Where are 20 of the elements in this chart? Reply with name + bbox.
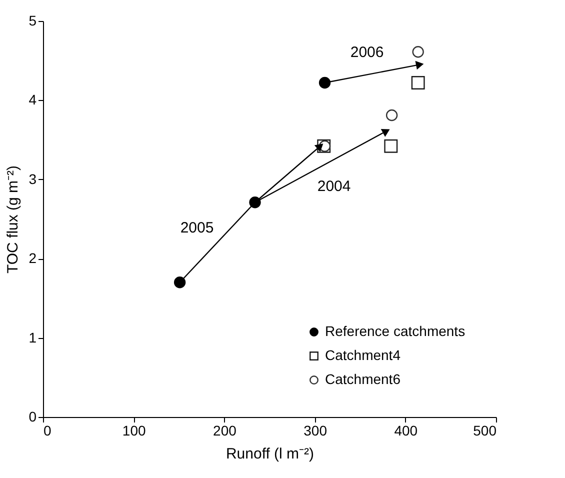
x-tick-label: 200 (213, 422, 237, 438)
y-tick-label: 0 (28, 408, 37, 424)
legend-label: Catchment4 (325, 347, 401, 363)
y-tick-label: 5 (28, 12, 37, 28)
annotation: 2004 (317, 178, 351, 196)
y-tick-label: 1 (28, 329, 37, 346)
legend-label: Reference catchments (325, 323, 466, 339)
x-tick-label: 300 (304, 422, 328, 438)
y-tick-label: 3 (28, 170, 37, 187)
y-tick-label: 2 (28, 250, 37, 266)
x-tick-label: 0 (44, 422, 52, 438)
y-tick-label: 4 (28, 92, 37, 108)
annotation: 2005 (180, 219, 214, 236)
legend-label: Catchment6 (325, 371, 401, 387)
x-tick-label: 400 (394, 422, 418, 438)
x-tick-label: 100 (122, 422, 146, 438)
x-tick-label: 500 (473, 422, 497, 438)
annotation: 2006 (350, 44, 384, 62)
x-axis-title: Runoff (l m⁻²) (226, 446, 314, 462)
y-axis-title: TOC flux (g m⁻²) (4, 165, 22, 274)
